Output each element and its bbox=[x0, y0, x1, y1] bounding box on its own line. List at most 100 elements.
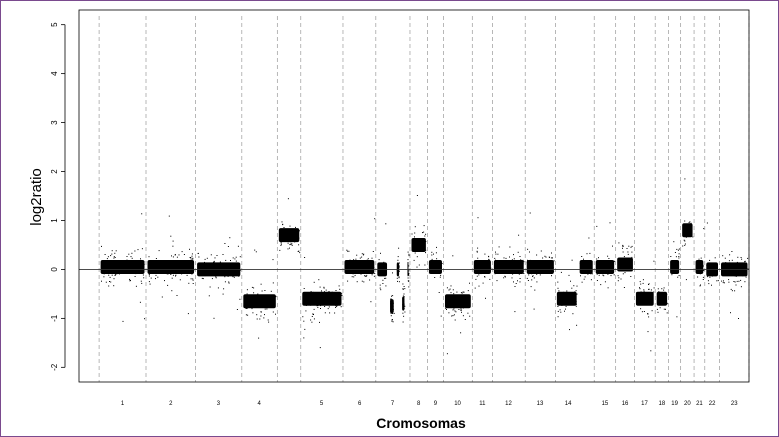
data-point bbox=[212, 264, 214, 266]
data-point bbox=[563, 291, 565, 293]
data-point bbox=[728, 279, 730, 281]
data-point bbox=[539, 274, 541, 276]
data-point bbox=[392, 295, 394, 297]
data-point bbox=[709, 274, 711, 276]
data-point bbox=[657, 311, 659, 313]
outlier-point bbox=[626, 248, 628, 249]
data-point bbox=[361, 253, 363, 255]
data-point bbox=[117, 261, 119, 263]
data-point bbox=[127, 269, 129, 271]
data-point bbox=[261, 304, 263, 306]
data-point bbox=[189, 257, 191, 258]
data-point bbox=[682, 245, 684, 247]
data-point bbox=[434, 261, 436, 263]
data-point bbox=[586, 261, 587, 263]
data-point bbox=[251, 308, 253, 310]
data-point bbox=[323, 295, 325, 296]
data-point bbox=[257, 293, 259, 295]
data-point bbox=[675, 261, 677, 263]
data-point bbox=[353, 267, 355, 269]
data-point bbox=[311, 316, 313, 317]
data-point bbox=[575, 303, 577, 305]
y-tick-label: 2 bbox=[50, 169, 59, 174]
x-tick-label: 16 bbox=[622, 401, 629, 407]
data-point bbox=[709, 276, 711, 278]
data-point bbox=[511, 267, 513, 269]
data-point bbox=[281, 221, 283, 223]
data-point bbox=[415, 238, 417, 240]
data-point bbox=[522, 259, 524, 261]
data-point bbox=[622, 245, 624, 247]
data-point bbox=[503, 277, 505, 279]
data-point bbox=[438, 264, 439, 266]
data-point bbox=[109, 276, 111, 278]
data-point bbox=[425, 233, 427, 235]
data-point bbox=[408, 280, 410, 282]
data-point bbox=[121, 270, 123, 272]
data-point bbox=[534, 289, 536, 291]
data-point bbox=[544, 265, 546, 267]
data-point bbox=[108, 274, 110, 276]
data-point bbox=[527, 280, 529, 281]
data-point bbox=[113, 285, 115, 287]
data-point bbox=[724, 257, 726, 259]
data-point bbox=[296, 234, 298, 235]
data-point bbox=[547, 271, 549, 273]
data-point bbox=[451, 296, 453, 297]
data-point bbox=[352, 273, 354, 275]
data-point bbox=[550, 257, 552, 259]
data-point bbox=[250, 306, 252, 308]
data-point bbox=[119, 263, 120, 265]
data-point bbox=[162, 261, 164, 263]
data-point bbox=[392, 308, 394, 310]
data-point bbox=[535, 267, 537, 269]
data-point bbox=[672, 262, 674, 264]
data-point bbox=[296, 236, 297, 238]
data-point bbox=[368, 260, 370, 262]
data-point bbox=[423, 231, 425, 233]
data-point bbox=[170, 265, 172, 267]
data-point bbox=[674, 270, 676, 272]
data-point bbox=[477, 247, 479, 249]
data-point bbox=[731, 251, 733, 252]
data-point bbox=[310, 319, 312, 321]
data-point bbox=[702, 265, 704, 267]
data-point bbox=[117, 263, 119, 265]
data-point bbox=[438, 267, 440, 269]
data-point bbox=[385, 277, 387, 279]
data-point bbox=[361, 280, 363, 282]
outlier-point bbox=[141, 213, 143, 215]
data-point bbox=[497, 253, 499, 255]
data-point bbox=[482, 264, 484, 265]
data-point bbox=[167, 261, 169, 263]
data-point bbox=[516, 270, 518, 271]
data-point bbox=[101, 271, 103, 273]
data-point bbox=[514, 272, 516, 274]
data-point bbox=[130, 279, 131, 281]
data-point bbox=[575, 305, 577, 307]
data-point bbox=[498, 262, 500, 264]
data-point bbox=[322, 301, 324, 303]
data-point bbox=[289, 233, 291, 235]
data-point bbox=[612, 245, 613, 247]
data-point bbox=[148, 266, 150, 268]
data-point bbox=[137, 270, 139, 272]
data-point bbox=[391, 295, 392, 297]
x-tick-label: 5 bbox=[320, 401, 324, 407]
data-point bbox=[335, 306, 337, 307]
data-point bbox=[294, 236, 296, 238]
data-point bbox=[648, 288, 650, 290]
data-point bbox=[622, 251, 624, 253]
data-point bbox=[312, 299, 314, 300]
data-point bbox=[661, 302, 663, 304]
data-point bbox=[539, 262, 541, 264]
data-point bbox=[653, 287, 655, 289]
data-point bbox=[591, 273, 593, 275]
data-point bbox=[295, 226, 296, 228]
data-point bbox=[446, 306, 448, 308]
data-point bbox=[111, 253, 113, 255]
data-point bbox=[402, 288, 404, 290]
data-point bbox=[379, 266, 381, 268]
data-point bbox=[421, 238, 423, 240]
segment-band bbox=[402, 296, 405, 311]
